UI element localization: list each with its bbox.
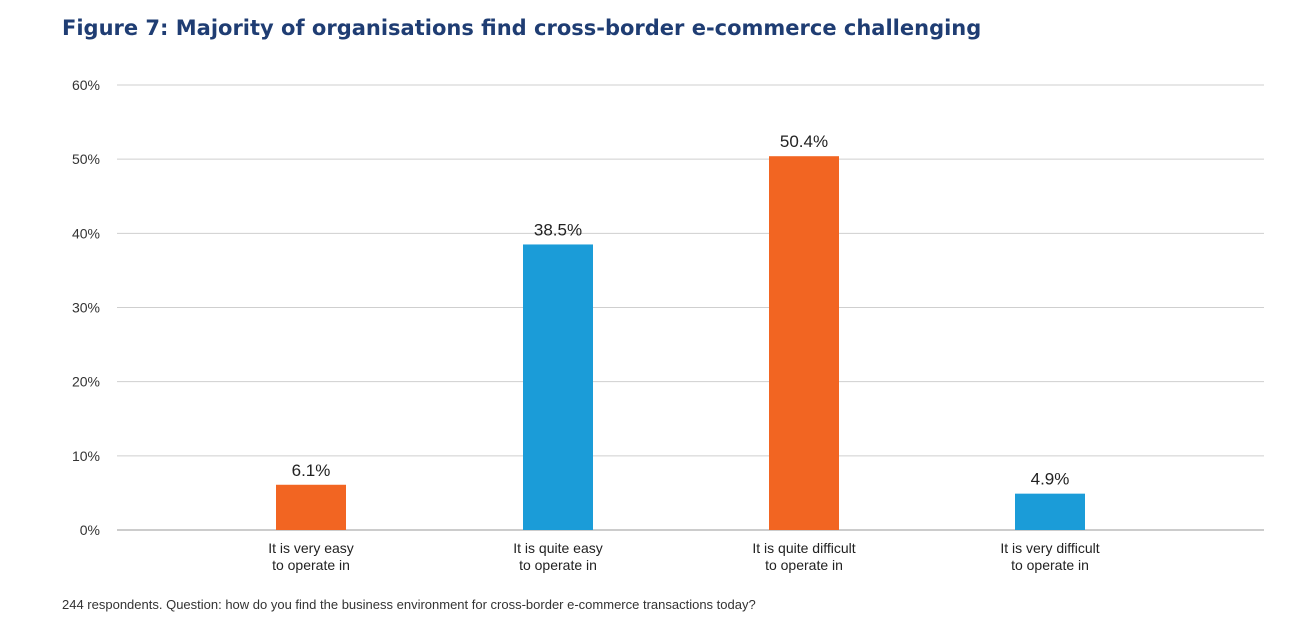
chart-title: Figure 7: Majority of organisations find… (62, 16, 982, 40)
bar (523, 244, 593, 531)
x-tick-label-line: to operate in (519, 557, 597, 573)
y-tick-label: 50% (72, 151, 100, 167)
x-tick-label-line: It is very difficult (1000, 540, 1099, 556)
data-labels: 6.1% 38.5% 50.4% 4.9% (292, 132, 1070, 488)
x-tick-label-line: It is very easy (268, 540, 354, 556)
y-tick-label: 0% (80, 522, 100, 538)
data-label: 4.9% (1031, 470, 1070, 489)
y-tick-label: 60% (72, 77, 100, 93)
y-tick-label: 20% (72, 374, 100, 390)
x-tick-label-line: It is quite easy (513, 540, 603, 556)
x-tick-label-line: to operate in (1011, 557, 1089, 573)
bar (276, 484, 346, 530)
x-tick-label-line: to operate in (765, 557, 843, 573)
y-tick-label: 10% (72, 448, 100, 464)
x-tick-label-line: It is quite difficult (752, 540, 855, 556)
bar (1015, 493, 1085, 530)
x-tick-label: It is very difficult to operate in (1000, 540, 1099, 573)
x-tick-label: It is quite difficult to operate in (752, 540, 855, 573)
y-tick-label: 40% (72, 225, 100, 241)
data-label: 38.5% (534, 220, 582, 239)
x-tick-label-line: to operate in (272, 557, 350, 573)
footnote: 244 respondents. Question: how do you fi… (62, 597, 756, 612)
gridlines (117, 84, 1264, 531)
y-axis: 0% 10% 20% 30% 40% 50% 60% (72, 77, 100, 538)
x-tick-label: It is quite easy to operate in (513, 540, 603, 573)
x-tick-label: It is very easy to operate in (268, 540, 354, 573)
y-tick-label: 30% (72, 300, 100, 316)
data-label: 6.1% (292, 461, 331, 480)
data-label: 50.4% (780, 132, 828, 151)
bar (769, 156, 839, 530)
bars (276, 156, 1085, 531)
